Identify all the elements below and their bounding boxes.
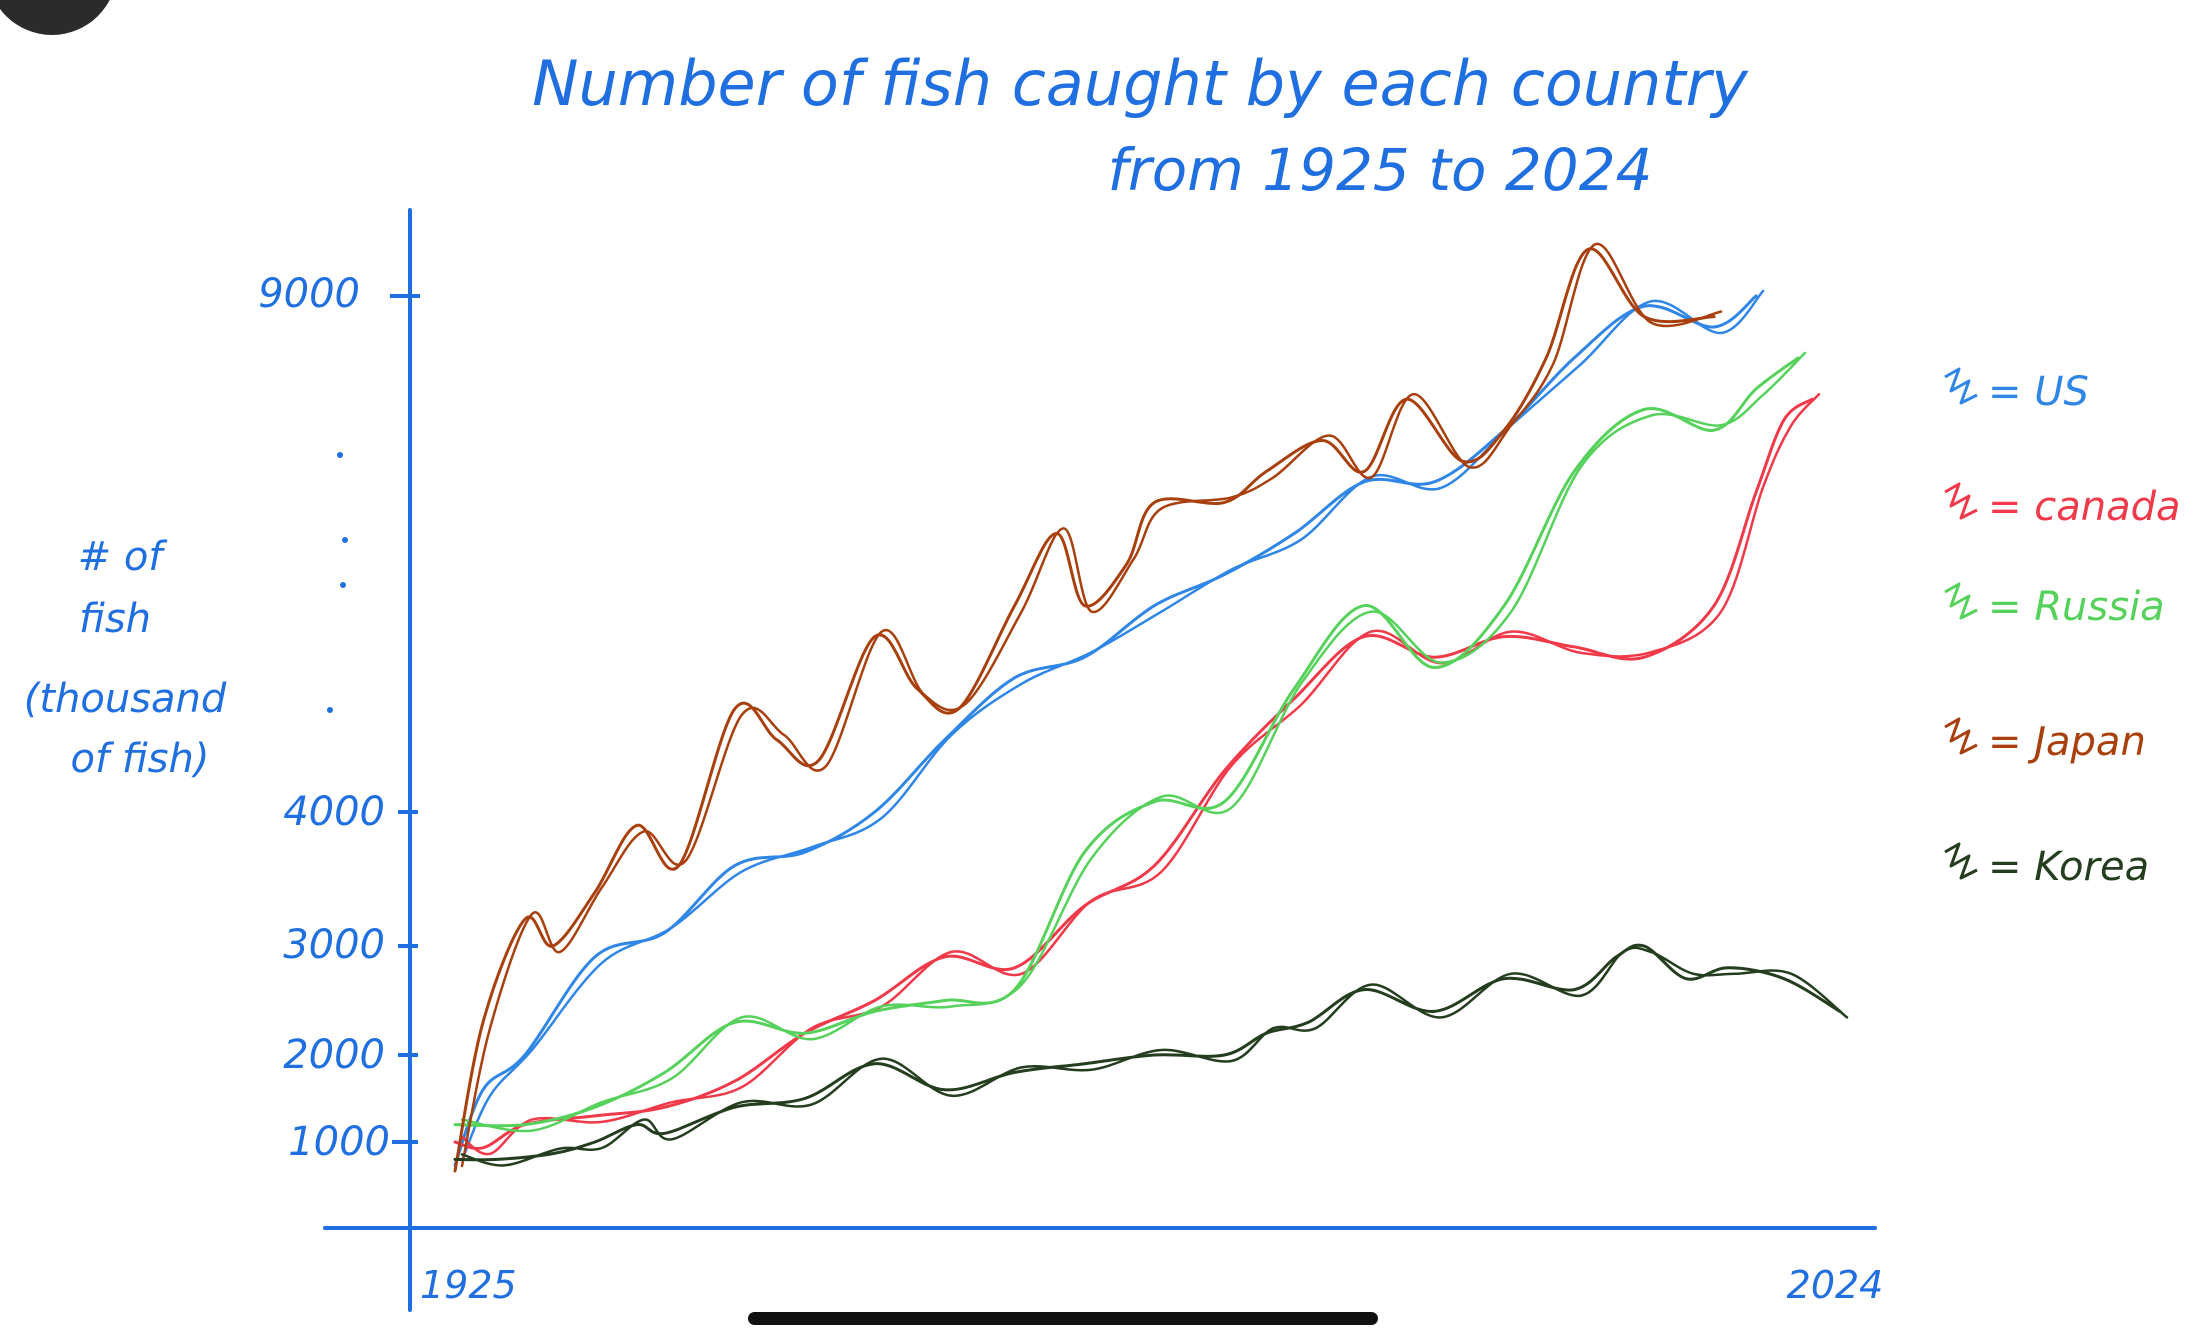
home-indicator[interactable]: [748, 1312, 1378, 1325]
series-line-russia: [453, 356, 1800, 1128]
series-group: [453, 243, 1849, 1173]
legend-label-canada: = canada: [1988, 484, 2181, 530]
y-tick-label-3000: 3000: [283, 922, 385, 968]
series-line-us-trace: [460, 289, 1765, 1162]
y-tick-label-9000: 9000: [258, 271, 360, 317]
chart-subtitle: from 1925 to 2024: [1108, 136, 1653, 204]
series-line-korea-trace: [460, 946, 1849, 1167]
legend-label-korea: = Korea: [1988, 844, 2149, 890]
series-line-canada: [453, 397, 1814, 1150]
series-line-japan-trace: [460, 243, 1723, 1168]
series-line-canada-trace: [460, 392, 1821, 1156]
legend-swatch-korea: [1944, 842, 1978, 880]
legend-swatch-russia: [1944, 582, 1978, 620]
legend-label-russia: = Russia: [1988, 584, 2165, 630]
y-tick-label-4000: 4000: [283, 789, 385, 835]
series-line-us: [453, 294, 1758, 1167]
y-tick-label-2000: 2000: [283, 1032, 385, 1078]
chart-title: Number of fish caught by each country: [532, 47, 1749, 120]
axis-break-dot: [327, 707, 333, 713]
series-line-korea: [453, 943, 1842, 1162]
y-axis-label-line-2: fish: [79, 596, 151, 642]
legend-label-japan: = Japan: [1988, 719, 2146, 765]
legend-swatch-japan: [1944, 717, 1978, 755]
series-line-russia-trace: [460, 351, 1807, 1133]
y-axis-label-line-3: (thousand: [24, 676, 227, 722]
axis-break-dot: [337, 452, 343, 458]
axis-break-dot: [342, 537, 348, 543]
x-tick-label-2024: 2024: [1787, 1263, 1884, 1307]
y-axis-label-line-4: of fish): [71, 736, 210, 782]
y-axis-label-line-1: # of: [78, 534, 169, 580]
legend-swatch-us: [1944, 367, 1978, 405]
y-tick-label-1000: 1000: [288, 1119, 390, 1165]
axis-break-dot: [340, 582, 346, 588]
legend-swatch-canada: [1944, 482, 1978, 520]
x-tick-label-1925: 1925: [420, 1263, 517, 1307]
legend: = US = canada = Russia = Japan = Korea: [1944, 367, 2181, 890]
series-line-japan: [453, 247, 1716, 1173]
corner-circle: [0, 0, 110, 35]
legend-label-us: = US: [1988, 369, 2089, 415]
